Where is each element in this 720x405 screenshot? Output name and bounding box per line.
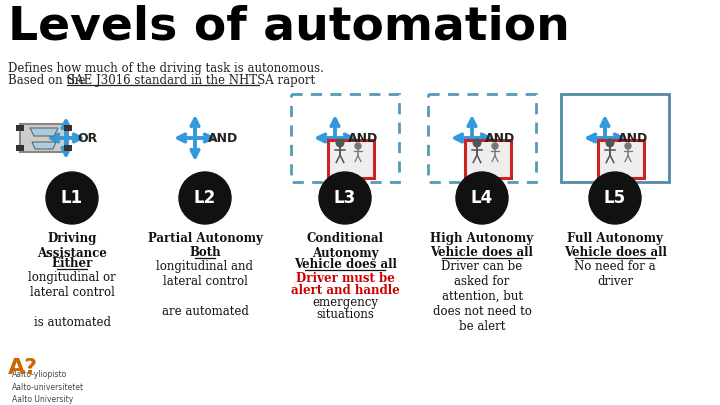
- Polygon shape: [32, 142, 56, 149]
- Text: SAE J3016 standard in the NHTSA raport: SAE J3016 standard in the NHTSA raport: [67, 74, 315, 87]
- Polygon shape: [30, 128, 58, 136]
- Text: Driver can be
asked for
attention, but
does not need to
be alert: Driver can be asked for attention, but d…: [433, 260, 531, 333]
- Text: L1: L1: [61, 189, 83, 207]
- Text: No need for a
driver: No need for a driver: [574, 260, 656, 288]
- Text: emergency: emergency: [312, 296, 378, 309]
- Text: Based on the: Based on the: [8, 74, 89, 87]
- Bar: [16, 145, 24, 151]
- Bar: [291, 94, 399, 182]
- Text: Both: Both: [189, 246, 221, 259]
- Circle shape: [355, 143, 361, 149]
- Text: alert and handle: alert and handle: [291, 284, 400, 297]
- Text: Defines how much of the driving task is autonomous.: Defines how much of the driving task is …: [8, 62, 324, 75]
- Bar: [64, 125, 72, 131]
- Bar: [598, 140, 644, 178]
- Text: Driver must be: Driver must be: [296, 272, 395, 285]
- Text: Either: Either: [51, 257, 93, 270]
- Bar: [465, 140, 511, 178]
- Text: AND: AND: [208, 132, 238, 145]
- Text: longitudinal or
lateral control

is automated: longitudinal or lateral control is autom…: [28, 271, 116, 329]
- Text: Conditional
Autonomy: Conditional Autonomy: [307, 232, 384, 260]
- Text: AND: AND: [618, 132, 648, 145]
- Bar: [561, 94, 669, 182]
- Text: Levels of automation: Levels of automation: [8, 5, 570, 50]
- Circle shape: [456, 172, 508, 224]
- Text: L4: L4: [471, 189, 493, 207]
- Bar: [16, 125, 24, 131]
- Circle shape: [625, 143, 631, 149]
- Text: situations: situations: [316, 308, 374, 321]
- Circle shape: [46, 172, 98, 224]
- Text: Aalto-yliopisto
Aalto-universitetet
Aalto University: Aalto-yliopisto Aalto-universitetet Aalt…: [12, 370, 84, 404]
- Text: L5: L5: [604, 189, 626, 207]
- Text: Vehicle does all: Vehicle does all: [431, 246, 534, 259]
- Polygon shape: [20, 124, 68, 152]
- Text: Driving
Assistance: Driving Assistance: [37, 232, 107, 260]
- Circle shape: [606, 139, 613, 147]
- Text: Vehicle does all: Vehicle does all: [294, 258, 397, 271]
- Text: Full Autonomy: Full Autonomy: [567, 232, 663, 245]
- Text: L2: L2: [194, 189, 216, 207]
- Circle shape: [336, 139, 343, 147]
- Text: L3: L3: [334, 189, 356, 207]
- Circle shape: [473, 139, 481, 147]
- Bar: [328, 140, 374, 178]
- Bar: [64, 145, 72, 151]
- Circle shape: [319, 172, 371, 224]
- Text: High Autonomy: High Autonomy: [431, 232, 534, 245]
- Circle shape: [179, 172, 231, 224]
- Text: Partial Autonomy: Partial Autonomy: [148, 232, 262, 245]
- Text: OR: OR: [77, 132, 97, 145]
- Text: AND: AND: [485, 132, 516, 145]
- Text: Vehicle does all: Vehicle does all: [564, 246, 667, 259]
- Circle shape: [492, 143, 498, 149]
- Circle shape: [589, 172, 641, 224]
- Bar: [428, 94, 536, 182]
- Text: longitudinal and
lateral control

are automated: longitudinal and lateral control are aut…: [156, 260, 253, 318]
- Text: A?: A?: [8, 358, 38, 378]
- Text: AND: AND: [348, 132, 378, 145]
